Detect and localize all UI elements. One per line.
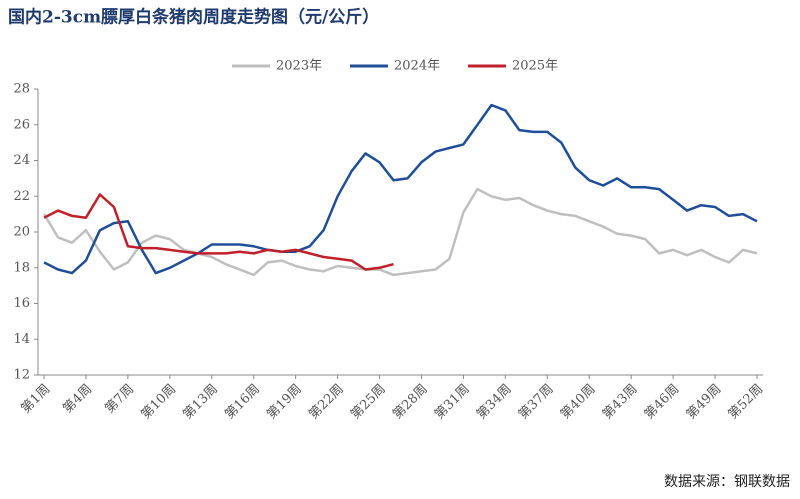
- x-tick-label: 第28周: [390, 382, 431, 423]
- legend-label: 2023年: [276, 59, 322, 74]
- y-tick-label: 22: [13, 189, 30, 204]
- y-tick-label: 14: [13, 332, 30, 347]
- y-tick-label: 28: [13, 82, 30, 97]
- x-tick-label: 第46周: [642, 382, 683, 423]
- x-tick-label: 第49周: [684, 382, 725, 423]
- x-tick-label: 第16周: [222, 382, 263, 423]
- y-tick-label: 18: [13, 260, 30, 275]
- x-tick-label: 第1周: [18, 382, 53, 417]
- x-tick-label: 第22周: [306, 382, 347, 423]
- x-tick-label: 第13周: [180, 382, 221, 423]
- y-tick-label: 16: [13, 296, 30, 311]
- y-tick-label: 12: [13, 368, 30, 383]
- x-tick-label: 第43周: [600, 382, 641, 423]
- x-tick-label: 第31周: [432, 382, 473, 423]
- x-tick-label: 第37周: [516, 382, 557, 423]
- x-tick-label: 第52周: [726, 382, 767, 423]
- x-tick-label: 第25周: [348, 382, 389, 423]
- x-tick-label: 第7周: [102, 382, 137, 417]
- legend-label: 2025年: [512, 59, 558, 74]
- chart-title: 国内2-3cm膘厚白条猪肉周度走势图（元/公斤）: [8, 7, 379, 28]
- source: 数据来源：钢联数据: [664, 474, 790, 490]
- x-tick-label: 第34周: [474, 382, 515, 423]
- x-tick-label: 第10周: [138, 382, 179, 423]
- x-tick-label: 第4周: [60, 382, 95, 417]
- legend-label: 2024年: [394, 59, 440, 74]
- x-tick-label: 第19周: [264, 382, 305, 423]
- series-line: [42, 187, 758, 277]
- y-tick-label: 20: [13, 225, 30, 240]
- x-tick-label: 第40周: [558, 382, 599, 423]
- y-tick-label: 26: [13, 117, 30, 132]
- y-tick-label: 24: [13, 153, 30, 168]
- series-line: [43, 103, 758, 275]
- series-line: [43, 193, 394, 271]
